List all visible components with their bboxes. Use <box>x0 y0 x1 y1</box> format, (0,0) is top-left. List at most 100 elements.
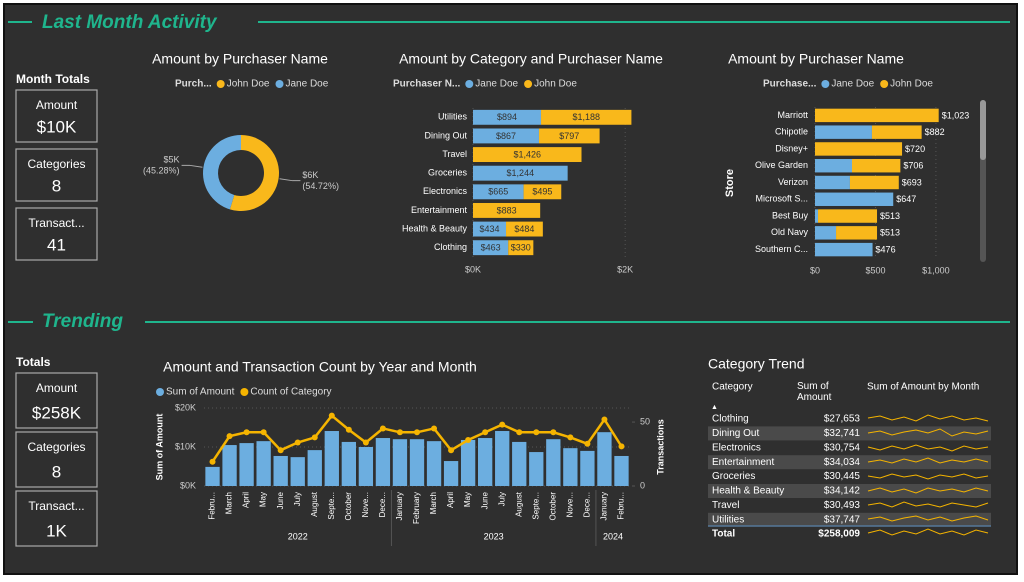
legend-title: Purchaser N... <box>393 79 460 90</box>
legend-swatch <box>465 80 474 88</box>
x-tick-label: October <box>548 492 557 521</box>
chart-title: Amount by Purchaser Name <box>152 51 328 67</box>
cell: Clothing <box>712 414 749 425</box>
y-axis-title: Store <box>724 169 736 197</box>
data-label: $513 <box>880 228 900 238</box>
y-tick-label: Entertainment <box>411 205 468 215</box>
x-tick-label: Septe... <box>531 492 540 520</box>
bar <box>815 175 850 190</box>
x-tick-label: July <box>497 492 506 506</box>
legend-label: Jane Doe <box>831 79 874 90</box>
cell: $27,653 <box>824 414 861 425</box>
data-label: $495 <box>532 187 552 197</box>
legend-swatch <box>156 388 164 396</box>
legend-swatch <box>216 80 225 88</box>
bar <box>341 441 356 486</box>
legend-swatch <box>821 80 830 88</box>
row-band <box>708 426 991 441</box>
legend-label: John Doe <box>227 79 270 90</box>
line-point <box>414 429 420 436</box>
data-label: $693 <box>902 177 922 187</box>
bar <box>307 450 322 486</box>
y-tick-label: Dining Out <box>424 130 467 140</box>
data-label: $463 <box>481 243 501 253</box>
bar <box>473 221 507 237</box>
data-label: $882 <box>925 127 945 137</box>
y2-axis-title: Transactions <box>655 419 665 475</box>
bar <box>392 439 408 486</box>
column-header[interactable]: Sum of Amount <box>797 381 832 403</box>
x-tick-label: $1,000 <box>922 265 950 275</box>
legend-label: Count of Category <box>250 387 331 398</box>
data-label: $894 <box>497 112 517 122</box>
cell: Utilities <box>712 514 744 525</box>
chart-title: Amount by Category and Purchaser Name <box>399 51 663 67</box>
chart-title: Amount and Transaction Count by Year and… <box>163 359 477 375</box>
line-point <box>345 426 352 433</box>
sparkline <box>867 528 989 536</box>
bar <box>473 165 568 181</box>
legend-swatch <box>880 80 889 88</box>
bar <box>815 108 939 123</box>
line-point <box>584 440 591 447</box>
line-point <box>328 412 335 419</box>
section-title: Trending <box>42 311 123 332</box>
x-tick-label: March <box>225 492 234 514</box>
y-tick-label: Microsoft S... <box>755 194 808 204</box>
kpi-label: Amount <box>36 381 78 395</box>
x-tick-label: June <box>276 491 285 509</box>
bar <box>836 226 878 240</box>
donut-slice <box>203 135 241 210</box>
cell: $30,493 <box>824 500 861 511</box>
bar <box>473 240 509 256</box>
bar <box>541 109 632 125</box>
bar <box>290 457 305 486</box>
x-tick-label: June <box>480 491 489 509</box>
kpi-value: 1K <box>46 521 67 540</box>
line-point <box>618 443 625 450</box>
kpi-label: Amount <box>36 98 78 112</box>
data-label: $1,023 <box>942 110 970 120</box>
data-label: $706 <box>903 161 923 171</box>
y-tick-label: $10K <box>175 441 196 451</box>
kpi-card <box>15 372 98 429</box>
y2-tick-label: 50 <box>640 416 650 426</box>
line-point <box>567 434 574 441</box>
background <box>3 3 1018 575</box>
scroll-thumb[interactable] <box>980 100 986 160</box>
bar <box>815 242 873 257</box>
kpi-card <box>15 89 98 143</box>
data-label: $883 <box>497 205 517 215</box>
kpi-card <box>15 490 98 547</box>
section-title: Last Month Activity <box>42 12 218 33</box>
y-tick-label: Health & Beauty <box>402 223 468 233</box>
y-tick-label: Old Navy <box>771 227 809 237</box>
sparkline <box>867 473 989 480</box>
cell: $37,747 <box>824 514 861 525</box>
bar <box>546 439 561 486</box>
column-header: Category <box>712 382 753 393</box>
line-point <box>431 425 438 432</box>
bar <box>818 209 878 223</box>
kpi-value: 41 <box>47 235 66 254</box>
sparklines <box>867 414 989 536</box>
x-tick-label: Nove... <box>565 492 574 517</box>
sort-arrow[interactable]: ▲ <box>711 404 718 411</box>
line-point <box>294 439 301 446</box>
data-label: $1,244 <box>507 168 535 178</box>
bar <box>473 128 539 144</box>
bar <box>256 441 271 486</box>
line-point <box>601 416 608 423</box>
bar <box>478 438 493 486</box>
bar <box>506 221 543 237</box>
bar <box>409 439 425 486</box>
bar <box>871 125 922 139</box>
bar <box>324 431 339 486</box>
x-tick-label: February <box>412 492 421 524</box>
line-point <box>499 421 506 428</box>
x-group-label: 2024 <box>603 531 623 541</box>
sparkline <box>867 444 989 452</box>
bar <box>815 142 903 156</box>
x-tick-label: January <box>395 492 404 520</box>
x-tick-label: Febru... <box>208 492 217 520</box>
